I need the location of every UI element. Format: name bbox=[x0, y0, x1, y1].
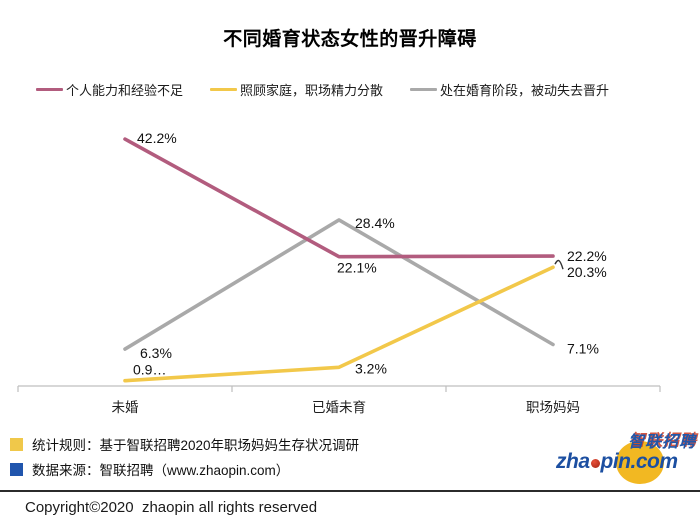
legend-line-swatch bbox=[36, 88, 63, 91]
legend-line-swatch bbox=[210, 88, 238, 91]
series-line bbox=[123, 218, 555, 351]
point-label: 28.4% bbox=[355, 215, 395, 231]
note-row: 数据来源：智联招聘（www.zhaopin.com） bbox=[10, 461, 359, 478]
x-axis-label: 已婚未育 bbox=[312, 400, 366, 415]
x-axis-label: 未婚 bbox=[112, 400, 139, 415]
logo-yellow-ball-icon bbox=[616, 441, 664, 484]
point-label: 7.1% bbox=[567, 340, 599, 356]
legend-item: 处在婚育阶段，被动失去晋升 bbox=[410, 80, 609, 99]
note-text: 数据来源：智联招聘（www.zhaopin.com） bbox=[32, 463, 290, 478]
note-text: 统计规则：基于智联招聘2020年职场妈妈生存状况调研 bbox=[32, 438, 360, 453]
series-line bbox=[123, 265, 555, 383]
copyright-text: Copyright©2020 zhaopin all rights reserv… bbox=[25, 499, 318, 516]
legend-label: 照顾家庭，职场精力分散 bbox=[240, 83, 384, 98]
point-label: 22.2% bbox=[567, 248, 607, 264]
point-label: 42.2% bbox=[137, 130, 177, 146]
point-label: 3.2% bbox=[355, 360, 387, 376]
series-line bbox=[123, 137, 555, 259]
legend-label: 处在婚育阶段，被动失去晋升 bbox=[440, 83, 610, 98]
note-row: 统计规则：基于智联招聘2020年职场妈妈生存状况调研 bbox=[10, 436, 360, 453]
zhaopin-logo: 智联招聘 zha pin.com bbox=[556, 428, 696, 484]
legend-label: 个人能力和经验不足 bbox=[66, 83, 184, 98]
point-label: 6.3% bbox=[140, 345, 172, 361]
logo-red-dot-icon bbox=[590, 459, 600, 468]
logo-brand-en-suffix: pin.com bbox=[600, 450, 679, 473]
logo-brand-en-prefix: zha bbox=[556, 450, 590, 473]
chart-legend: 个人能力和经验不足 照顾家庭，职场精力分散 处在婚育阶段，被动失去晋升 bbox=[36, 80, 696, 99]
point-label: 20.3% bbox=[567, 264, 607, 280]
legend-item: 照顾家庭，职场精力分散 bbox=[210, 80, 383, 99]
line-chart: 未婚 已婚未育 职场妈妈 42.2% 22.1% 22.2% 0.9… 3.2% 20.3% 6.… bbox=[17, 130, 661, 415]
point-label: 0.9… bbox=[133, 362, 166, 378]
label-leader-line bbox=[554, 259, 564, 270]
chart-title: 不同婚育状态女性的晋升障碍 bbox=[223, 29, 477, 50]
note-marker-icon bbox=[10, 437, 23, 451]
legend-item: 个人能力和经验不足 bbox=[36, 80, 183, 99]
footer-divider bbox=[0, 490, 700, 492]
x-axis-label: 职场妈妈 bbox=[526, 400, 580, 415]
note-marker-icon bbox=[10, 462, 23, 476]
logo-brand-cn: 智联招聘 bbox=[627, 434, 696, 451]
point-label: 22.1% bbox=[337, 260, 377, 276]
legend-line-swatch bbox=[410, 88, 438, 91]
logo-brand-en: zha pin.com bbox=[556, 450, 678, 474]
footer-notes: 统计规则：基于智联招聘2020年职场妈妈生存状况调研 数据来源：智联招聘（www.… bbox=[10, 436, 359, 486]
